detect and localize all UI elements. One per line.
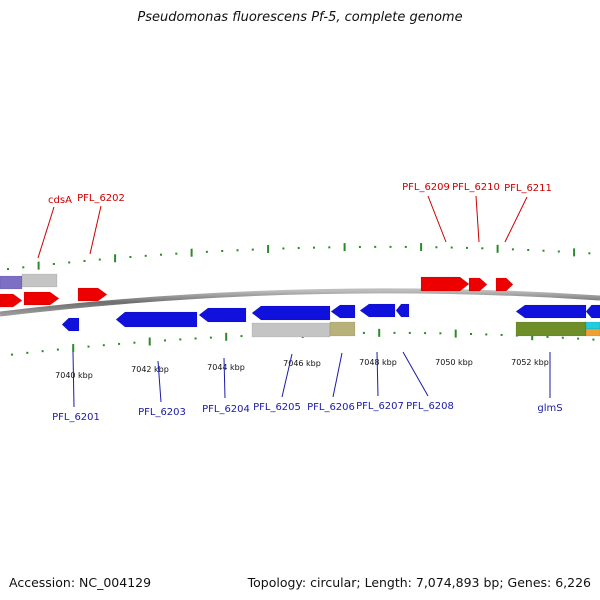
gene-feature-forward-gene [23, 291, 60, 306]
label-leader [504, 196, 528, 243]
gene-label-pfl_6209: PFL_6209 [402, 182, 450, 193]
label-leader [376, 351, 379, 397]
gene-label-pfl_6206: PFL_6206 [307, 402, 355, 413]
gene-feature-forward-gene [0, 293, 23, 308]
gene-feature-forward-gene [420, 276, 470, 292]
gene-feature-olive-feature [515, 321, 587, 337]
gene-label-pfl_6201: PFL_6201 [52, 412, 100, 423]
gene-label-pfl_6202: PFL_6202 [77, 193, 125, 204]
gene-label-pfl_6205: PFL_6205 [253, 402, 301, 413]
scale-tick-label: 7046 kbp [283, 359, 321, 368]
scale-tick-label: 7040 kbp [55, 371, 93, 380]
gene-label-pfl_6210: PFL_6210 [452, 182, 500, 193]
gene-label-glms: glmS [537, 403, 562, 414]
gene-feature-forward-gene [468, 277, 488, 292]
label-leader [427, 195, 447, 243]
gene-feature-gray-feature [21, 273, 58, 288]
gene-feature-gray-feature [251, 322, 331, 338]
gene-feature-reverse-gene [395, 303, 410, 318]
gene-label-pfl_6207: PFL_6207 [356, 401, 404, 412]
gene-feature-reverse-gene [585, 304, 600, 319]
gene-label-cdsa: cdsA [48, 195, 72, 206]
label-leader [475, 195, 480, 243]
gene-feature-purple-feature [0, 275, 23, 290]
gene-feature-orange-feature [585, 328, 600, 337]
gene-feature-forward-gene [77, 287, 108, 302]
gene-feature-reverse-gene [115, 311, 198, 328]
outer-tick-ring [7, 243, 591, 271]
label-leader [223, 357, 226, 399]
reverse-gene-labels: PFL_6201 PFL_6203 PFL_6204 PFL_6205 PFL_6206… [52, 401, 563, 423]
scale-tick-label: 7050 kbp [435, 358, 473, 367]
label-leader-lines [37, 195, 551, 408]
scale-labels: 7040 kbp 7042 kbp 7044 kbp 7046 kbp 7048 kbp… [55, 358, 549, 380]
gene-feature-forward-gene [495, 277, 514, 292]
topology-text: Topology: circular; Length: 7,074,893 bp… [247, 575, 591, 590]
scale-tick-label: 7044 kbp [207, 363, 245, 372]
gene-label-pfl_6208: PFL_6208 [406, 401, 454, 412]
accession-text: Accession: NC_004129 [9, 575, 152, 590]
gene-features [0, 273, 600, 338]
gene-label-pfl_6203: PFL_6203 [138, 407, 186, 418]
label-leader [37, 206, 55, 259]
scale-tick-label: 7052 kbp [511, 358, 549, 367]
label-leader [332, 352, 343, 398]
gene-label-pfl_6211: PFL_6211 [504, 183, 552, 194]
label-leader [72, 351, 75, 408]
label-leader [157, 360, 162, 403]
label-leader [89, 205, 102, 255]
scale-tick-label: 7048 kbp [359, 358, 397, 367]
label-leader [281, 353, 293, 398]
gene-feature-reverse-gene [515, 304, 587, 319]
gene-feature-reverse-gene [330, 304, 356, 319]
gene-feature-cyan-feature [585, 321, 600, 330]
scale-tick-label: 7042 kbp [131, 365, 169, 374]
gene-feature-khaki-feature [329, 321, 356, 337]
genome-backbone [0, 288, 600, 317]
label-leader [402, 351, 429, 397]
gene-feature-reverse-gene [251, 305, 331, 321]
map-title: Pseudomonas fluorescens Pf-5, complete g… [137, 10, 463, 25]
gene-label-pfl_6204: PFL_6204 [202, 404, 250, 415]
forward-gene-labels: cdsA PFL_6202 PFL_6209 PFL_6210 PFL_6211 [48, 182, 552, 206]
gene-feature-reverse-gene [198, 307, 247, 323]
gene-feature-reverse-gene [359, 303, 396, 318]
gene-feature-reverse-gene [61, 317, 80, 332]
